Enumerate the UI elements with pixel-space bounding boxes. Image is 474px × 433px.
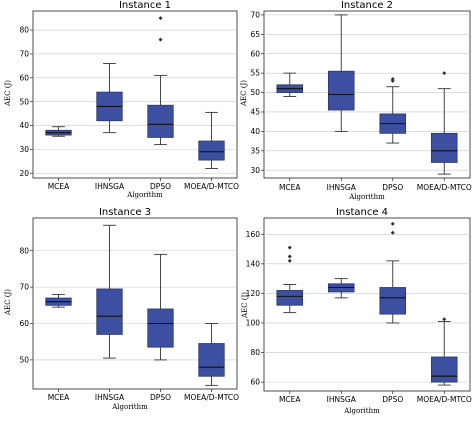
instance-4-x-axis-label: Algorithm <box>343 407 380 415</box>
instance-3-x-axis-label: Algorithm <box>111 403 148 411</box>
box-body <box>147 308 174 348</box>
outlier-point <box>390 76 395 81</box>
instance-2-y-tick-label: 30 <box>250 166 260 175</box>
instance-2-title: Instance 2 <box>341 0 393 11</box>
box-body <box>379 287 407 315</box>
instance-2-x-tick-label: MCEA <box>279 183 301 192</box>
instance-4-box-dpso <box>379 221 407 324</box>
instance-2-x-tick-label: MOEA/D-MTCO <box>417 183 472 192</box>
box-body <box>147 104 174 138</box>
outlier-point <box>287 258 292 263</box>
instance-2-y-tick-label: 40 <box>250 127 260 136</box>
instance-4-x-tick-label: DPSO <box>382 395 403 404</box>
instance-3-box-moea-d-mtco <box>198 323 225 386</box>
instance-2-box-dpso <box>379 76 407 144</box>
instance-4-y-axis-label: AEC (J) <box>241 292 249 319</box>
instance-1-y-tick-label: 50 <box>19 97 29 106</box>
instance-3-title: Instance 3 <box>99 207 151 218</box>
instance-2-x-tick-label: IHNSGA <box>327 183 357 192</box>
instance-3-y-tick-label: 70 <box>19 283 29 292</box>
instance-3-box-dpso <box>147 253 174 361</box>
outlier-point <box>158 37 163 42</box>
instance-2-box-ihnsga <box>327 14 355 132</box>
instance-4-y-tick-label: 100 <box>246 319 261 328</box>
instance-4-box-moea-d-mtco <box>430 317 458 386</box>
box-body <box>276 290 304 306</box>
instance-1-box-mcea <box>45 126 72 137</box>
instance-2-box-mcea <box>276 72 304 97</box>
instance-1-x-tick-label: MOEA/D-MTCO <box>184 182 239 191</box>
instance-2-y-tick-label: 65 <box>250 30 260 39</box>
box-body <box>198 343 225 377</box>
instance-1-x-tick-label: DPSO <box>150 182 171 191</box>
instance-3-x-tick-label: DPSO <box>150 393 171 402</box>
outlier-point <box>287 254 292 259</box>
instance-3-panel: Instance 3 AEC (J) Algorithm 50 60 70 80 MCE… <box>4 207 239 411</box>
outlier-point <box>287 245 292 250</box>
instance-2-y-tick-label: 35 <box>250 146 260 155</box>
instance-3-box-mcea <box>45 293 72 308</box>
box-body <box>430 132 458 163</box>
instance-1-title: Instance 1 <box>119 0 171 11</box>
box-body <box>96 288 123 335</box>
instance-1-y-tick-label: 70 <box>19 50 29 59</box>
instance-4-box-ihnsga <box>327 278 355 299</box>
instance-1-x-axis-label: Algorithm <box>126 191 163 199</box>
instance-4-y-tick-label: 140 <box>246 259 261 268</box>
instance-2-box-moea-d-mtco <box>430 71 458 175</box>
instance-1-box-dpso <box>147 16 174 146</box>
instance-1-x-tick-label: IHNSGA <box>95 182 125 191</box>
instance-2-y-tick-label: 60 <box>250 49 260 58</box>
instance-3-y-tick-label: 80 <box>19 246 29 255</box>
instance-4-y-tick-label: 60 <box>250 378 260 387</box>
outlier-point <box>158 16 163 21</box>
instance-2-x-axis-label: Algorithm <box>348 193 385 201</box>
instance-4-panel: Instance 4 AEC (J) Algorithm 60 80 100 120 1… <box>241 207 472 415</box>
instance-1-plot-frame <box>32 10 238 179</box>
instance-4-plot-frame <box>263 217 471 392</box>
instance-4-title: Instance 4 <box>336 207 388 218</box>
instance-3-y-tick-label: 50 <box>19 355 29 364</box>
instance-3-plot-frame <box>32 217 238 390</box>
instance-4-x-tick-label: MOEA/D-MTCO <box>417 395 472 404</box>
instance-1-y-tick-label: 20 <box>19 169 29 178</box>
instance-2-y-tick-label: 55 <box>250 69 260 78</box>
instance-1-box-moea-d-mtco <box>198 111 225 169</box>
box-body <box>430 356 458 383</box>
instance-1-x-tick-label: MCEA <box>48 182 70 191</box>
instance-2-y-tick-label: 50 <box>250 88 260 97</box>
instance-4-y-tick-label: 160 <box>246 230 261 239</box>
instance-4-y-tick-label: 120 <box>246 289 261 298</box>
instance-3-y-axis-label: AEC (J) <box>4 289 12 316</box>
instance-2-y-axis-label: AEC (J) <box>240 80 248 107</box>
instance-1-box-ihnsga <box>96 63 123 134</box>
instance-3-x-tick-label: MCEA <box>48 393 70 402</box>
instance-2-y-tick-label: 70 <box>250 10 260 19</box>
instance-4-x-tick-label: MCEA <box>279 395 301 404</box>
instance-4-box-mcea <box>276 245 304 314</box>
instance-4-x-tick-label: IHNSGA <box>327 395 357 404</box>
instance-1-y-tick-label: 80 <box>19 26 29 35</box>
box-body <box>327 70 355 111</box>
outlier-point <box>390 230 395 235</box>
instance-2-panel: Instance 2 AEC (J) Algorithm 30 35 40 45 50 5… <box>240 0 472 201</box>
instance-2-plot-frame <box>263 10 471 179</box>
instance-3-box-ihnsga <box>96 224 123 359</box>
outlier-point <box>390 221 395 226</box>
instance-4-y-tick-label: 80 <box>250 348 260 357</box>
instance-1-y-axis-label: AEC (J) <box>4 80 12 107</box>
box-body <box>198 140 225 161</box>
outlier-point <box>442 71 447 76</box>
instance-1-y-tick-label: 40 <box>19 121 29 130</box>
instance-3-x-tick-label: MOEA/D-MTCO <box>184 393 239 402</box>
instance-3-y-tick-label: 60 <box>19 319 29 328</box>
instance-2-x-tick-label: DPSO <box>382 183 403 192</box>
instance-3-x-tick-label: IHNSGA <box>95 393 125 402</box>
instance-1-panel: Instance 1 AEC (J) Algorithm 20 30 40 50 60 7… <box>4 0 239 199</box>
outlier-point <box>442 317 447 322</box>
instance-1-y-tick-label: 30 <box>19 145 29 154</box>
instance-1-y-tick-label: 60 <box>19 73 29 82</box>
instance-2-y-tick-label: 45 <box>250 108 260 117</box>
